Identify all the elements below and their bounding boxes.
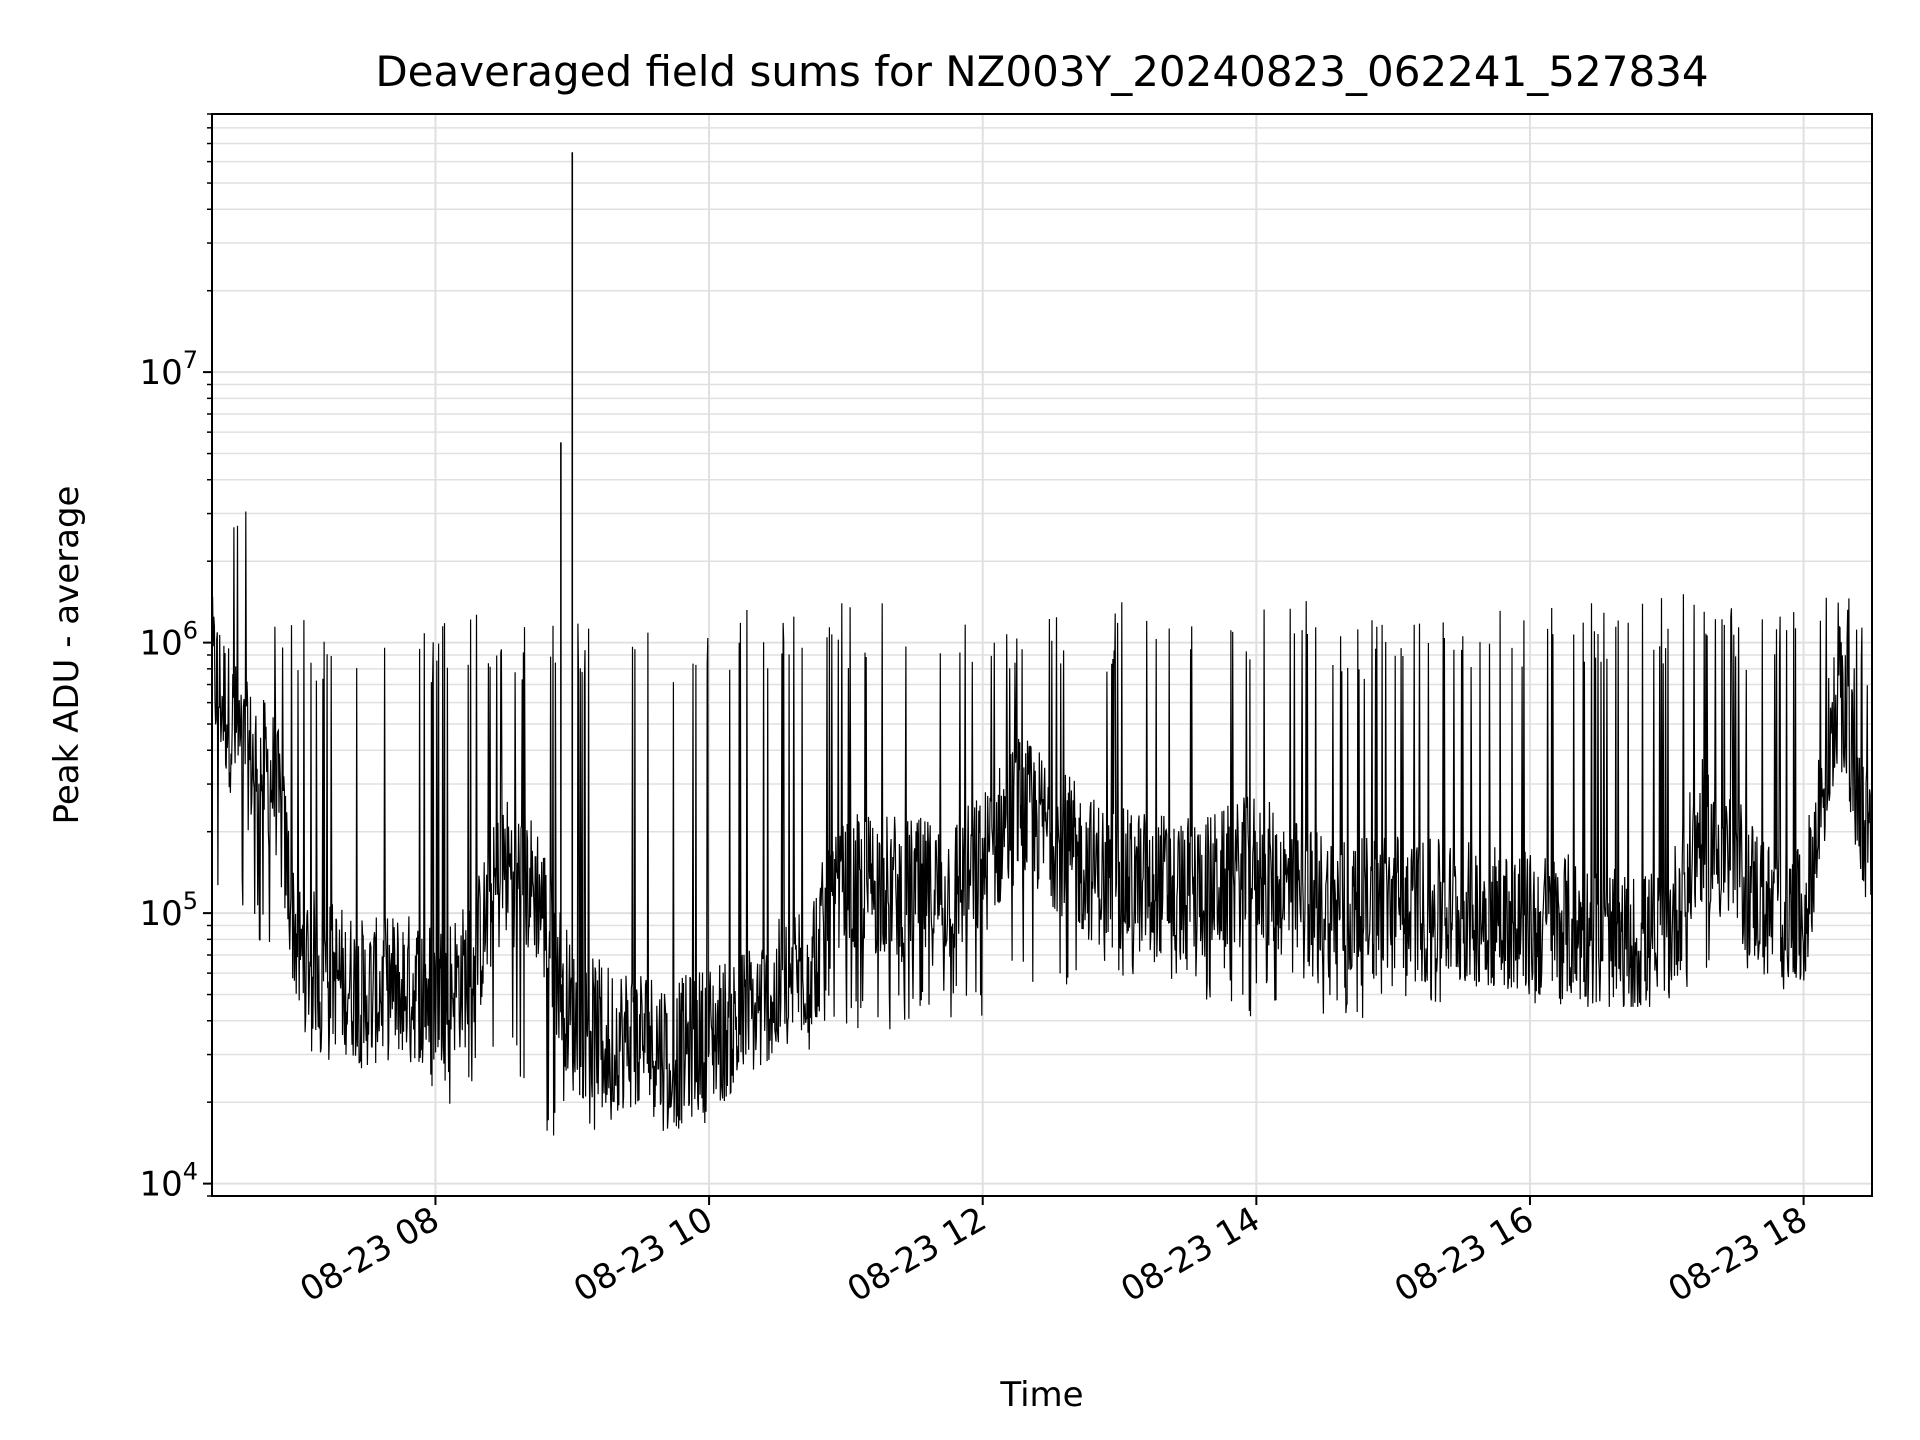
y-tick-exponent: 5 [183, 887, 198, 915]
y-tick-label: 104 [139, 1158, 198, 1205]
y-tick-label: 105 [139, 887, 198, 934]
y-tick-label: 107 [139, 346, 198, 393]
y-tick-label: 106 [139, 617, 198, 664]
y-tick-exponent: 6 [183, 617, 198, 645]
y-tick-exponent: 4 [183, 1158, 198, 1186]
y-tick-base: 10 [139, 894, 182, 934]
chart-title: Deaveraged field sums for NZ003Y_2024082… [375, 47, 1708, 96]
y-tick-base: 10 [139, 353, 182, 393]
y-axis-label: Peak ADU - average [47, 486, 87, 825]
series-group [211, 152, 1873, 1136]
y-tick-base: 10 [139, 1165, 182, 1205]
y-tick-base: 10 [139, 624, 182, 664]
grid [212, 113, 1872, 1197]
x-axis-label: Time [999, 1375, 1083, 1415]
y-tick-exponent: 7 [183, 346, 198, 374]
series-line [211, 511, 1873, 1136]
